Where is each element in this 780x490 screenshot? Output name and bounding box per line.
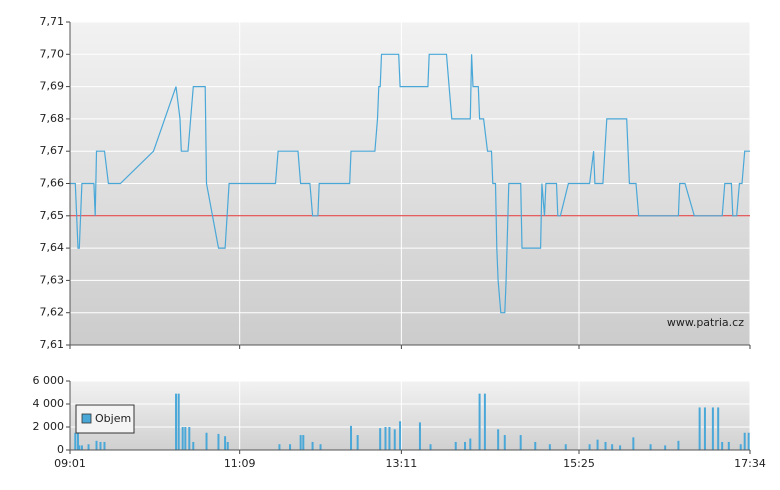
- volume-bar: [721, 441, 724, 450]
- y-tick-label: 7,61: [40, 338, 65, 351]
- volume-bar: [454, 441, 457, 450]
- volume-bar: [717, 407, 720, 450]
- y-tick-label: 2 000: [33, 420, 65, 433]
- volume-bar: [319, 444, 322, 450]
- volume-bar: [192, 441, 195, 450]
- volume-bar: [224, 436, 227, 450]
- volume-bar: [205, 432, 208, 450]
- volume-bar: [99, 441, 102, 450]
- volume-bar: [188, 427, 191, 450]
- volume-bar: [743, 432, 746, 450]
- volume-bar: [588, 444, 591, 450]
- y-tick-label: 7,67: [40, 144, 65, 157]
- volume-bar: [226, 441, 229, 450]
- watermark: www.patria.cz: [667, 316, 744, 329]
- legend-box: [75, 404, 135, 434]
- volume-bar: [519, 435, 522, 450]
- volume-bar: [350, 425, 353, 450]
- y-tick-label: 7,62: [40, 306, 65, 319]
- x-tick-label: 13:11: [386, 457, 418, 470]
- volume-bar: [503, 435, 506, 450]
- volume-bar: [87, 444, 90, 450]
- volume-bar: [747, 432, 750, 450]
- volume-bar: [80, 445, 83, 450]
- volume-bar: [534, 441, 537, 450]
- legend: Objem: [75, 404, 135, 434]
- volume-bar: [464, 441, 467, 450]
- volume-bar: [95, 440, 98, 450]
- volume-bar: [478, 393, 481, 450]
- legend-label: Objem: [95, 412, 131, 425]
- volume-bar: [548, 444, 551, 450]
- volume-bar: [469, 438, 472, 450]
- y-tick-label: 7,71: [40, 15, 65, 28]
- y-tick-label: 7,70: [40, 47, 65, 60]
- volume-bar: [311, 441, 314, 450]
- volume-bar: [103, 441, 106, 450]
- volume-bar: [418, 422, 421, 450]
- y-tick-label: 7,69: [40, 80, 65, 93]
- volume-bar: [632, 437, 635, 450]
- volume-plot-area: [70, 381, 750, 450]
- y-tick-label: 7,66: [40, 177, 65, 190]
- volume-bar: [356, 435, 359, 450]
- volume-bar: [379, 428, 382, 450]
- volume-bar: [703, 407, 706, 450]
- y-tick-label: 7,68: [40, 112, 65, 125]
- volume-bar: [299, 435, 302, 450]
- x-tick-label: 11:09: [224, 457, 256, 470]
- volume-bar: [564, 444, 567, 450]
- volume-bar: [711, 407, 714, 450]
- volume-bar: [727, 441, 730, 450]
- price-line: [70, 53, 750, 314]
- volume-bar: [611, 444, 614, 450]
- x-tick-label: 09:01: [54, 457, 86, 470]
- volume-bar: [74, 432, 77, 450]
- volume-bar: [393, 429, 396, 450]
- legend-swatch: [81, 413, 92, 424]
- volume-bar: [384, 427, 387, 450]
- volume-bar: [399, 421, 402, 450]
- x-tick-label: 15:25: [563, 457, 595, 470]
- volume-bar: [497, 429, 500, 450]
- volume-bar: [619, 445, 622, 450]
- volume-bar: [278, 444, 281, 450]
- volume-bar: [78, 445, 81, 450]
- volume-bar: [649, 444, 652, 450]
- volume-bar: [302, 435, 305, 450]
- volume-bar: [739, 444, 742, 450]
- y-tick-label: 7,63: [40, 273, 65, 286]
- volume-bar: [217, 433, 220, 450]
- volume-bar: [289, 444, 292, 450]
- y-tick-label: 7,65: [40, 209, 65, 222]
- volume-bar: [483, 393, 486, 450]
- volume-bar: [181, 427, 184, 450]
- volume-bar: [596, 439, 599, 450]
- y-tick-label: 4 000: [33, 397, 65, 410]
- volume-bar: [76, 432, 79, 450]
- volume-bar: [388, 427, 391, 450]
- volume-bar: [429, 444, 432, 450]
- y-tick-label: 6 000: [33, 374, 65, 387]
- volume-bar: [677, 440, 680, 450]
- y-tick-label: 0: [57, 443, 64, 456]
- volume-bar: [698, 407, 701, 450]
- volume-bar: [664, 445, 667, 450]
- volume-bar: [184, 427, 187, 450]
- y-tick-label: 7,64: [40, 241, 65, 254]
- volume-bar: [175, 393, 178, 450]
- volume-bar: [177, 393, 180, 450]
- volume-bar: [604, 441, 607, 450]
- x-tick-label: 17:34: [734, 457, 766, 470]
